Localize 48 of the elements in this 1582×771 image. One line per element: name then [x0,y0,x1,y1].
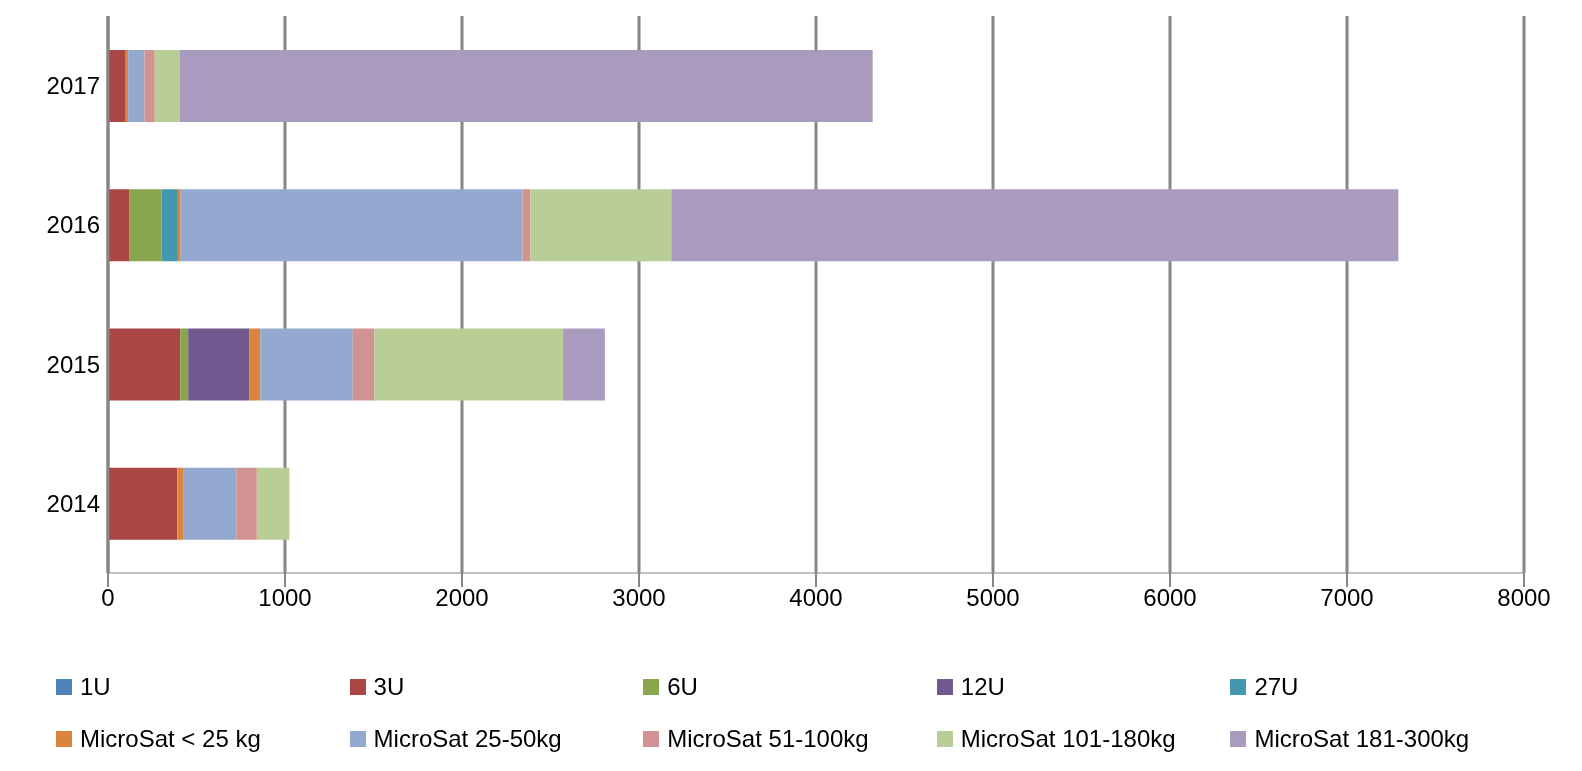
bar [188,328,250,401]
x-tick-label: 3000 [612,584,666,612]
bar [108,467,178,540]
y-tick-label: 2017 [46,72,100,100]
bar [180,328,189,401]
legend-label: 27U [1254,673,1299,701]
x-tick-label: 5000 [966,584,1020,612]
bar [530,189,672,262]
bar [352,328,375,401]
legend-label: MicroSat < 25 kg [80,725,261,753]
bar [128,50,145,122]
bar [144,50,155,122]
legend-label: 3U [373,673,405,701]
bar [180,189,523,262]
legend-label: MicroSat 101-180kg [960,725,1176,753]
legend-label: 12U [960,673,1005,701]
bar [236,467,257,540]
legend-label: MicroSat 25-50kg [373,725,562,753]
bar [563,328,605,401]
legend-label: MicroSat 51-100kg [667,725,869,753]
x-tick-label: 7000 [1320,584,1374,612]
bar [256,467,290,540]
bar [177,467,184,540]
x-tick-label: 8000 [1497,584,1551,612]
bar [671,189,1399,262]
y-tick-label: 2014 [46,489,100,517]
y-tick-label: 2016 [46,211,100,239]
legend-label: 6U [667,673,698,701]
bar [260,328,353,401]
legend-label: MicroSat 181-300kg [1254,725,1470,753]
bar [183,467,237,540]
x-tick-label: 1000 [258,584,312,612]
bar [108,328,181,401]
bar [177,189,181,262]
bar [374,328,564,401]
y-tick-label: 2015 [46,350,100,378]
bar [154,50,180,122]
bar [249,328,261,401]
bar [108,50,126,122]
bar [179,50,873,122]
bar [108,189,130,262]
x-tick-label: 4000 [789,584,843,612]
x-tick-label: 2000 [435,584,489,612]
x-tick-label: 6000 [1143,584,1197,612]
x-tick-label: 0 [101,584,115,612]
legend-label: 1U [80,673,111,701]
bar [129,189,162,262]
bar [161,189,178,262]
